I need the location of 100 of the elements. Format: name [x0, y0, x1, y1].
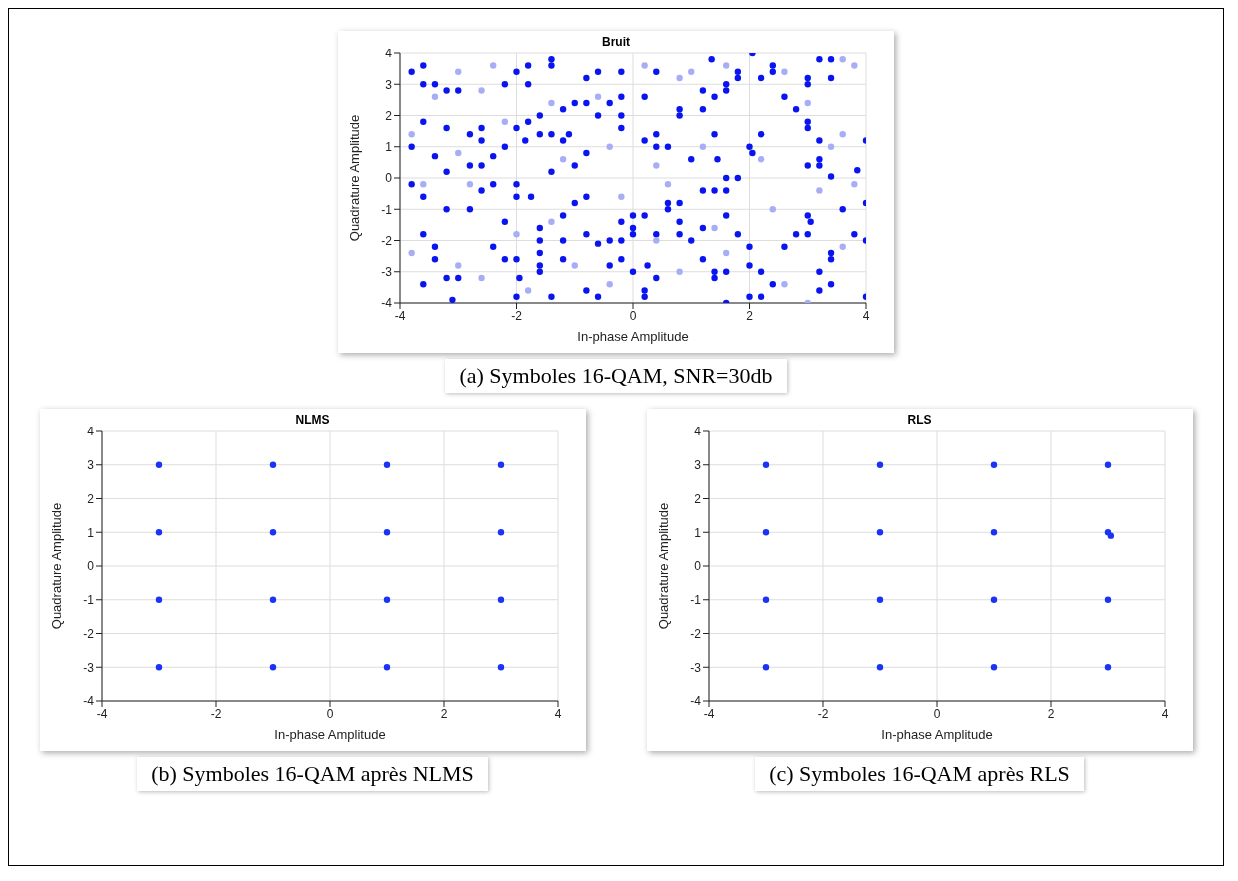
y-tick-label: 2 — [693, 491, 701, 506]
x-tick-label: 4 — [1161, 706, 1169, 721]
chart-title: NLMS — [295, 413, 330, 427]
point — [664, 181, 672, 188]
x-tick-label: -2 — [817, 706, 829, 721]
y-tick-label: -2 — [381, 233, 393, 248]
point — [155, 529, 162, 536]
point — [990, 529, 997, 536]
x-tick-label: 0 — [933, 706, 941, 721]
point — [383, 529, 390, 536]
point — [876, 664, 883, 671]
y-tick-label: 0 — [693, 559, 701, 574]
point — [501, 118, 509, 125]
x-axis-title: In-phase Amplitude — [577, 329, 689, 344]
point — [816, 187, 823, 194]
point — [688, 68, 695, 75]
y-tick-label: 0 — [385, 171, 393, 186]
x-tick-label: 4 — [554, 706, 562, 721]
point — [757, 156, 765, 163]
point — [804, 99, 811, 107]
point — [559, 156, 567, 163]
x-tick-label: 2 — [440, 706, 448, 721]
point — [990, 664, 997, 671]
point — [155, 664, 162, 671]
point — [618, 193, 625, 200]
x-tick-label: -2 — [511, 308, 523, 323]
point — [383, 461, 390, 468]
point — [408, 131, 415, 138]
point — [269, 664, 276, 671]
y-tick-label: -4 — [82, 694, 94, 709]
point — [455, 262, 462, 269]
y-tick-label: -1 — [82, 593, 94, 608]
point — [466, 181, 474, 188]
point — [839, 243, 846, 250]
point — [420, 181, 427, 188]
point — [781, 68, 788, 75]
y-tick-label: -3 — [381, 265, 393, 280]
point — [524, 287, 532, 294]
text: (b) Symboles 16-QAM après NLMS — [137, 757, 488, 791]
point — [990, 596, 997, 603]
x-tick-label: -4 — [96, 706, 108, 721]
point — [839, 131, 846, 138]
point — [571, 262, 578, 269]
point — [155, 461, 162, 468]
y-tick-label: 1 — [86, 525, 94, 540]
point — [1104, 461, 1111, 468]
point — [606, 281, 613, 288]
point — [699, 143, 707, 150]
y-axis-title: Quadrature Amplitude — [346, 114, 362, 242]
point — [594, 93, 602, 100]
point — [478, 274, 485, 282]
point — [876, 529, 883, 536]
y-tick-label: 2 — [86, 491, 94, 506]
point — [431, 93, 439, 100]
point — [269, 461, 276, 468]
text: (c) Symboles 16-QAM après RLS — [755, 757, 1084, 791]
point — [497, 529, 504, 536]
point — [269, 596, 276, 603]
point — [762, 529, 769, 536]
x-tick-label: -4 — [703, 706, 715, 721]
y-tick-label: 4 — [693, 424, 701, 439]
point — [497, 461, 504, 468]
point — [781, 281, 788, 288]
y-tick-label: -2 — [689, 626, 701, 641]
y-tick-label: 3 — [86, 458, 94, 473]
point — [711, 224, 718, 232]
point — [762, 461, 769, 468]
point — [641, 62, 648, 69]
x-tick-label: 2 — [746, 308, 754, 323]
point — [762, 596, 769, 603]
point — [723, 62, 730, 69]
y-tick-label: 3 — [385, 77, 393, 92]
point — [827, 143, 835, 150]
point — [839, 56, 846, 63]
chart-title: Bruit — [602, 35, 630, 49]
y-tick-label: 4 — [385, 46, 393, 61]
point — [548, 99, 555, 107]
x-axis-title: In-phase Amplitude — [273, 727, 386, 742]
point — [155, 596, 162, 603]
point — [1104, 664, 1111, 671]
point — [769, 206, 776, 213]
point — [497, 664, 504, 671]
y-tick-label: -2 — [82, 626, 94, 641]
point — [383, 596, 390, 603]
point — [851, 181, 858, 188]
x-tick-label: 4 — [862, 308, 870, 323]
point — [455, 149, 462, 157]
point — [478, 87, 485, 94]
point — [490, 62, 497, 69]
y-tick-label: -4 — [689, 694, 701, 709]
point — [383, 664, 390, 671]
chart-title: RLS — [907, 413, 932, 427]
y-tick-label: -3 — [689, 660, 701, 675]
x-tick-label: 0 — [326, 706, 334, 721]
y-tick-label: 0 — [86, 559, 94, 574]
y-axis-title: Quadrature Amplitude — [655, 502, 671, 630]
text: (a) Symboles 16-QAM, SNR=30db — [445, 359, 787, 393]
point — [1104, 596, 1111, 603]
point — [497, 596, 504, 603]
point — [762, 664, 769, 671]
